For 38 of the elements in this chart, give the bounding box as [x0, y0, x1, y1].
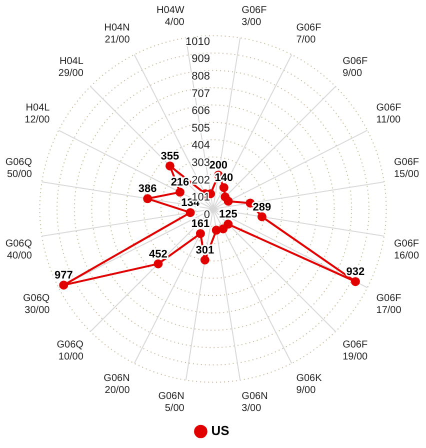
spoke-label: G06F 17/00	[376, 292, 402, 316]
spoke-label: G06N 5/00	[158, 390, 185, 414]
y-tick-label: 606	[192, 105, 210, 118]
spoke-label: G06F 7/00	[296, 22, 322, 46]
data-label: 161	[191, 218, 210, 230]
spoke-label: G06N 3/00	[242, 390, 268, 414]
spoke-label: H04N 21/00	[104, 22, 130, 46]
y-tick-label: 909	[192, 53, 210, 66]
spoke-label: G06F 3/00	[242, 4, 267, 28]
data-label: 200	[209, 160, 228, 172]
spoke-label: G06F 15/00	[394, 157, 420, 180]
spoke-label: G06F 19/00	[342, 339, 368, 362]
data-label: 386	[138, 183, 157, 196]
data-label: 452	[148, 248, 168, 260]
y-tick-label: 303	[192, 157, 210, 170]
spoke-label: H04L 12/00	[24, 102, 50, 126]
spoke-label: G06F 11/00	[376, 102, 402, 126]
spoke-label: G06K 9/00	[296, 373, 322, 396]
spoke-label: G06F 16/00	[394, 238, 420, 262]
spoke-label: H04W 4/00	[156, 4, 185, 28]
data-label: 932	[346, 266, 365, 278]
legend-label: US	[211, 423, 230, 438]
data-label: 977	[54, 270, 73, 282]
spoke-label: G06F 9/00	[342, 56, 368, 80]
spoke-label: G06N 20/00	[104, 373, 130, 396]
y-tick-label: 707	[192, 88, 210, 100]
spoke-label: G06Q 50/00	[5, 157, 32, 180]
spoke-label: G06Q 40/00	[5, 238, 32, 262]
data-label: 355	[160, 150, 180, 162]
data-label: 125	[218, 208, 238, 221]
spoke-label: G06Q 10/00	[56, 339, 84, 362]
y-tick-label: 505	[192, 122, 210, 134]
spoke-label: G06Q 30/00	[23, 292, 50, 316]
y-tick-label: 202	[192, 174, 210, 186]
spoke-label: H04L 29/00	[58, 56, 84, 80]
y-tick-label: 1010	[186, 36, 210, 48]
y-tick-label: 808	[192, 70, 210, 82]
y-tick-label: 404	[192, 140, 210, 152]
